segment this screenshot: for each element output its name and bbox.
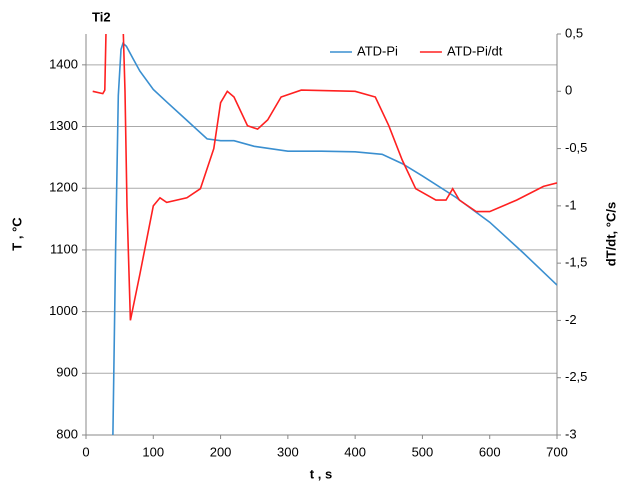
y-tick-label: 1200 bbox=[49, 180, 78, 195]
legend: ATD-Pi ATD-Pi/dt bbox=[305, 40, 553, 64]
y2-tick-label: -2,5 bbox=[565, 369, 587, 384]
y-axis-label: T , °C bbox=[9, 217, 24, 251]
x-tick-label: 500 bbox=[412, 444, 434, 459]
y-tick-label: 1000 bbox=[49, 303, 78, 318]
y2-tick-label: -1 bbox=[565, 197, 577, 212]
y2-tick-label: -0,5 bbox=[565, 140, 587, 155]
y-tick-label: 1400 bbox=[49, 56, 78, 71]
x-tick-label: 700 bbox=[546, 444, 568, 459]
x-tick-label: 100 bbox=[142, 444, 164, 459]
y2-tick-label: 0 bbox=[565, 83, 572, 98]
y-tick-label: 800 bbox=[56, 426, 78, 441]
y2-tick-label: -1,5 bbox=[565, 255, 587, 270]
y-tick-label: 1100 bbox=[50, 241, 78, 256]
x-tick-label: 300 bbox=[277, 444, 299, 459]
series-line bbox=[112, 41, 557, 435]
chart-title: Ti2 bbox=[92, 9, 111, 24]
x-tick-label: 0 bbox=[82, 444, 89, 459]
legend-label: ATD-Pi/dt bbox=[447, 43, 503, 58]
x-axis-label: t , s bbox=[310, 466, 332, 481]
y2-tick-label: -2 bbox=[565, 312, 577, 327]
series-line bbox=[92, 34, 557, 321]
y-tick-label: 900 bbox=[56, 365, 78, 380]
x-tick-label: 400 bbox=[344, 444, 366, 459]
y-tick-label: 1300 bbox=[49, 118, 78, 133]
legend-label: ATD-Pi bbox=[357, 43, 398, 58]
x-tick-label: 200 bbox=[210, 444, 232, 459]
y2-tick-label: -3 bbox=[565, 426, 577, 441]
y2-axis-label: dT/dt, °C/s bbox=[603, 202, 618, 266]
plot-area bbox=[92, 34, 557, 435]
x-tick-label: 600 bbox=[479, 444, 501, 459]
y2-tick-label: 0,5 bbox=[565, 25, 583, 40]
